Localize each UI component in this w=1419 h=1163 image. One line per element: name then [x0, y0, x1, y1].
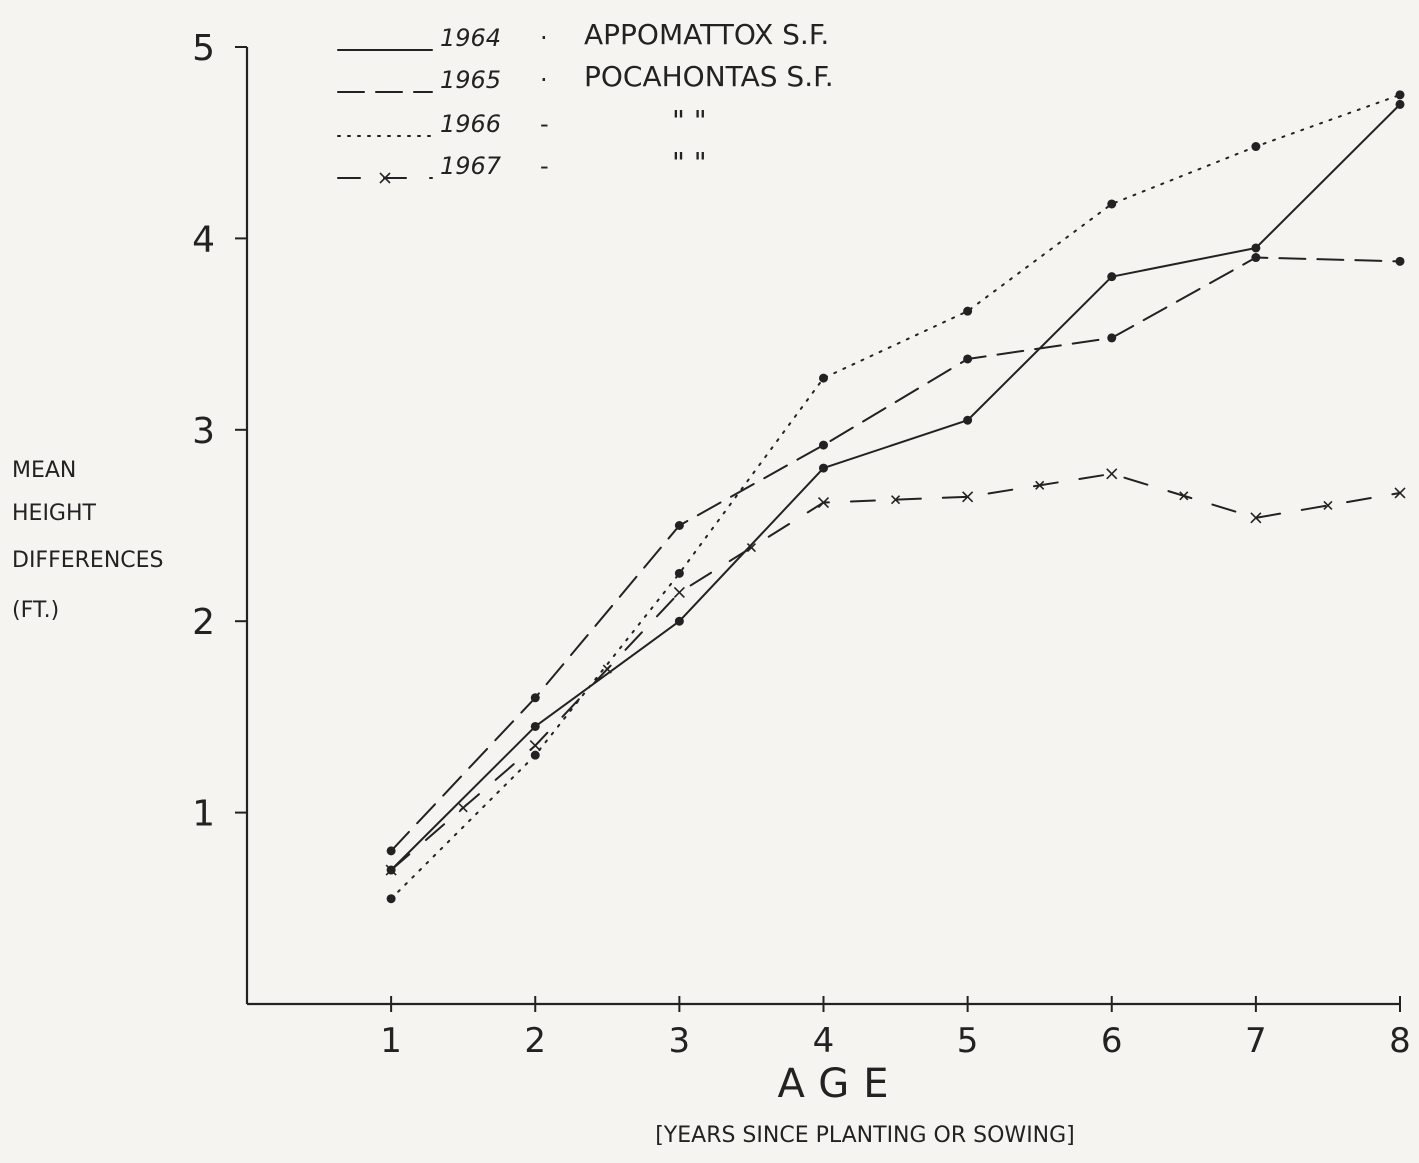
x-tick-label-7: 7 [1245, 1021, 1267, 1061]
y-tick-label-5: 5 [192, 28, 215, 69]
data-point-1967-2 [529, 740, 541, 752]
series-x-mark [602, 664, 612, 674]
legend-separator: - [540, 152, 549, 180]
series-line-1966 [390, 93, 1401, 900]
y-tick-label-1: 1 [192, 794, 215, 835]
legend-place-1966: " " [672, 104, 707, 137]
data-point-1965-4 [819, 440, 828, 450]
x-axis-label-note: [YEARS SINCE PLANTING OR SOWING] [655, 1123, 1075, 1148]
data-point-1964-5 [963, 415, 973, 425]
legend-item-1967: 1967 - " " [337, 146, 707, 184]
legend-separator: - [540, 110, 549, 138]
legend-place-1965: POCAHONTAS S.F. [584, 60, 834, 93]
series-1967 [385, 468, 1406, 876]
y-tick-label-3: 3 [192, 411, 215, 452]
data-point-1967-8 [1394, 487, 1406, 499]
series-1965 [386, 253, 1405, 856]
series-x-mark [458, 803, 468, 813]
data-point-1964-4 [819, 463, 828, 473]
legend-year-1967: 1967 [440, 152, 502, 180]
data-point-1967-7 [1250, 512, 1262, 524]
series-x-mark [890, 495, 901, 505]
data-point-1965-5 [963, 354, 973, 364]
data-point-1964-3 [674, 616, 684, 626]
axes [245, 47, 1400, 1006]
legend-year-1964: 1964 [440, 24, 501, 52]
y-axis-label-line-4: (FT.) [12, 598, 59, 623]
data-point-1966-8 [1395, 90, 1405, 100]
data-point-1966-6 [1107, 199, 1117, 209]
legend-item-1965: 1965 · POCAHONTAS S.F. [337, 60, 834, 94]
legend-separator: · [540, 66, 548, 94]
legend-year-1965: 1965 [440, 66, 501, 94]
tick-group: 1 2 3 4 5 6 7 8 1 2 3 4 5 [192, 28, 1411, 1061]
legend-separator: · [540, 24, 548, 52]
legend-year-1966: 1966 [440, 110, 501, 138]
series-x-mark [1323, 500, 1333, 510]
series-line-1967 [390, 472, 1401, 872]
x-tick-label-3: 3 [669, 1021, 691, 1061]
data-point-1966-2 [530, 750, 540, 760]
data-point-1967-5 [962, 491, 974, 503]
data-point-1964-2 [530, 721, 540, 731]
x-tick-label-6: 6 [1101, 1021, 1123, 1061]
x-tick-label-1: 1 [380, 1021, 402, 1061]
data-point-1967-6 [1106, 468, 1118, 480]
data-point-1964-6 [1107, 272, 1117, 282]
series-x-mark [1179, 491, 1189, 501]
data-point-1966-1 [386, 894, 396, 904]
data-point-1967-3 [673, 586, 685, 599]
data-point-1967-1 [385, 864, 397, 876]
y-axis-label: MEAN HEIGHT DIFFERENCES (FT.) [12, 458, 164, 623]
legend-item-1964: 1964 · APPOMATTOX S.F. [337, 18, 829, 52]
legend-place-1967: " " [672, 146, 707, 179]
y-axis-label-line-1: MEAN [12, 458, 76, 483]
data-point-1966-5 [963, 306, 973, 316]
data-point-1965-3 [674, 521, 684, 530]
x-tick-label-5: 5 [957, 1021, 979, 1061]
data-point-1964-8 [1395, 99, 1405, 109]
data-point-1967-4 [817, 496, 830, 509]
legend-place-1964: APPOMATTOX S.F. [584, 18, 829, 51]
data-point-1964-7 [1251, 243, 1261, 253]
y-tick-label-4: 4 [192, 219, 215, 260]
series-line-1964 [390, 103, 1401, 872]
x-axis-label: AGE [778, 1061, 903, 1107]
data-point-1965-6 [1107, 333, 1117, 343]
series-x-mark [1035, 480, 1045, 490]
data-point-1965-8 [1395, 256, 1405, 266]
series-1966 [386, 90, 1405, 904]
data-point-1966-7 [1251, 142, 1261, 152]
series-1964 [386, 99, 1405, 875]
data-point-1965-2 [530, 693, 540, 703]
y-axis-label-line-3: DIFFERENCES [12, 548, 164, 573]
legend-item-1966: 1966 - " " [337, 104, 707, 138]
y-axis-label-line-2: HEIGHT [12, 501, 97, 526]
legend: 1964 · APPOMATTOX S.F. 1965 · POCAHONTAS S.F.… [337, 18, 834, 184]
series-group [385, 90, 1406, 904]
data-point-1966-3 [674, 568, 684, 578]
y-tick-label-2: 2 [192, 602, 215, 643]
data-point-1965-7 [1251, 253, 1261, 263]
data-point-1965-1 [386, 846, 396, 856]
series-line-1965 [390, 256, 1401, 852]
data-point-1966-4 [819, 373, 828, 383]
x-tick-label-4: 4 [813, 1021, 835, 1061]
x-tick-label-2: 2 [524, 1021, 546, 1061]
x-tick-label-8: 8 [1389, 1021, 1411, 1061]
series-x-mark [746, 542, 757, 553]
